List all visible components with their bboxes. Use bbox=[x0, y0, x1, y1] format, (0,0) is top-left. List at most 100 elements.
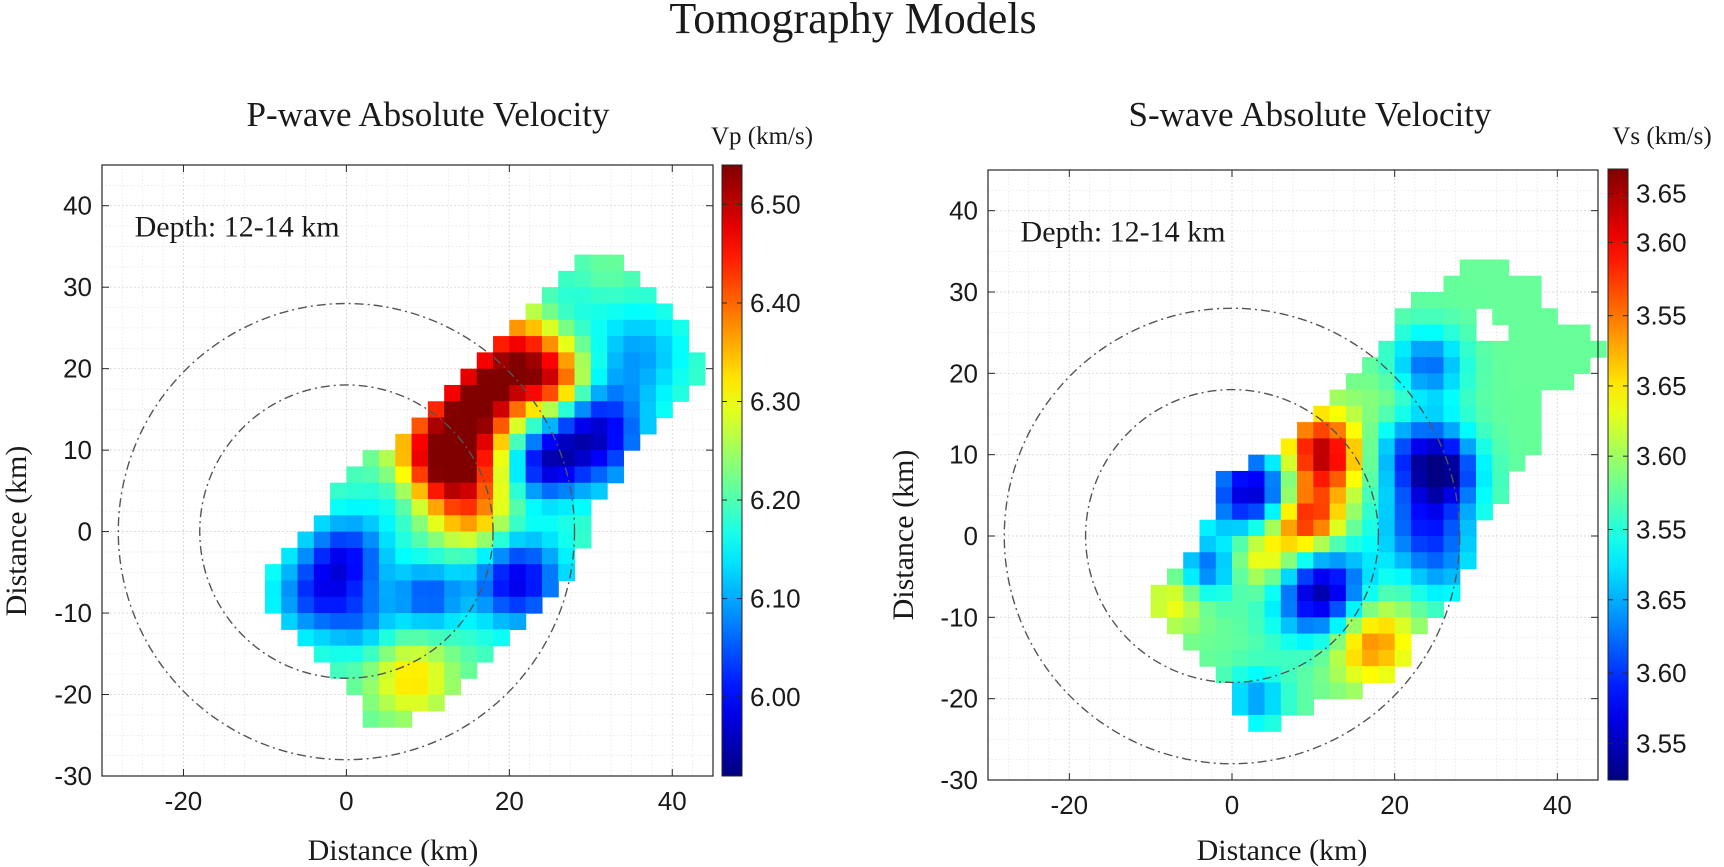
heatmap-cell bbox=[1410, 324, 1428, 342]
heatmap-cell bbox=[558, 319, 576, 337]
y-tick-label: 0 bbox=[964, 521, 978, 551]
heatmap-cell bbox=[1410, 487, 1428, 505]
heatmap-cell bbox=[297, 531, 315, 549]
heatmap-cell bbox=[1427, 470, 1445, 488]
heatmap-cell bbox=[639, 319, 657, 337]
heatmap-cell bbox=[1345, 601, 1363, 618]
heatmap-cell bbox=[623, 401, 641, 419]
heatmap-cell bbox=[427, 678, 445, 696]
heatmap-cell bbox=[623, 352, 641, 370]
heatmap-cell bbox=[411, 450, 429, 468]
heatmap-cell bbox=[1459, 438, 1477, 456]
colorbar-tick-label: 6.40 bbox=[750, 288, 801, 318]
y-tick-label: 30 bbox=[63, 272, 92, 302]
heatmap-cell bbox=[493, 515, 510, 533]
heatmap-cell bbox=[1443, 405, 1461, 423]
heatmap-cell bbox=[1362, 633, 1379, 651]
heatmap-cell bbox=[1557, 373, 1575, 391]
heatmap-cell bbox=[330, 564, 347, 582]
heatmap-cell bbox=[1329, 682, 1347, 700]
heatmap-cell bbox=[509, 531, 527, 549]
heatmap-cell bbox=[509, 319, 527, 337]
heatmap-cell bbox=[558, 384, 576, 402]
heatmap-cell bbox=[362, 678, 380, 696]
heatmap-cell bbox=[493, 466, 510, 484]
heatmap-cell bbox=[525, 433, 543, 451]
heatmap-cell bbox=[1427, 373, 1445, 391]
heatmap-cell bbox=[558, 499, 576, 516]
radius-circle bbox=[1084, 388, 1380, 684]
heatmap-cell bbox=[476, 515, 494, 533]
heatmap-cell bbox=[493, 580, 510, 598]
heatmap-cell bbox=[639, 303, 657, 321]
heatmap-cell bbox=[574, 287, 592, 305]
heatmap-cell bbox=[378, 499, 396, 516]
heatmap-cell bbox=[1476, 357, 1493, 374]
heatmap-cell bbox=[1280, 584, 1298, 602]
heatmap-cell bbox=[281, 613, 299, 630]
heatmap-cell bbox=[1443, 438, 1461, 456]
heatmap-cell bbox=[1199, 552, 1217, 570]
heatmap-cell bbox=[395, 596, 413, 614]
heatmap-cell bbox=[378, 482, 396, 500]
heatmap-cell bbox=[1394, 470, 1412, 488]
heatmap-cell bbox=[1345, 470, 1363, 488]
heatmap-cell bbox=[1524, 389, 1542, 407]
heatmap-cell bbox=[1280, 633, 1298, 651]
heatmap-cell bbox=[1508, 324, 1526, 342]
heatmap-cell bbox=[1427, 357, 1445, 374]
heatmap-cell bbox=[1183, 633, 1201, 651]
heatmap-cell bbox=[1345, 389, 1363, 407]
heatmap-cell bbox=[1313, 601, 1331, 618]
heatmap-cell bbox=[444, 417, 462, 435]
heatmap-cell bbox=[1508, 438, 1526, 456]
heatmap-cell bbox=[574, 352, 592, 370]
heatmap-cell bbox=[1427, 292, 1445, 309]
heatmap-cell bbox=[1232, 666, 1249, 683]
heatmap-cell bbox=[1459, 405, 1477, 423]
heatmap-cell bbox=[1264, 503, 1282, 521]
heatmap-cell bbox=[1557, 324, 1575, 342]
heatmap-cell bbox=[1492, 438, 1510, 456]
heatmap-cell bbox=[541, 564, 559, 582]
heatmap-cell bbox=[297, 580, 315, 598]
heatmap-cell bbox=[655, 368, 673, 386]
heatmap-cell bbox=[1508, 373, 1526, 391]
heatmap-cell bbox=[509, 336, 527, 353]
heatmap-cell bbox=[1362, 568, 1379, 586]
heatmap-cell bbox=[1297, 617, 1314, 635]
colorbar-tick-label: 3.65 bbox=[1636, 178, 1687, 208]
heatmap-cell bbox=[427, 547, 445, 565]
heatmap-cell bbox=[1280, 698, 1298, 716]
heatmap-cell bbox=[574, 319, 592, 337]
heatmap-cell bbox=[378, 629, 396, 647]
heatmap-cell bbox=[313, 645, 331, 663]
heatmap-cell bbox=[607, 450, 624, 468]
colorbar-tick-label: 6.00 bbox=[750, 682, 801, 712]
heatmap-cell bbox=[362, 499, 380, 516]
heatmap-cell bbox=[1443, 275, 1461, 293]
heatmap-cell bbox=[1378, 373, 1396, 391]
heatmap-cell bbox=[1215, 584, 1233, 602]
colorbar-tick-label: 3.55 bbox=[1636, 728, 1687, 758]
heatmap-cell bbox=[1378, 487, 1396, 505]
heatmap-cell bbox=[525, 482, 543, 500]
heatmap-cell bbox=[1459, 519, 1477, 537]
heatmap-cell bbox=[1459, 487, 1477, 505]
heatmap-cell bbox=[460, 547, 478, 565]
heatmap-cell bbox=[313, 564, 331, 582]
heatmap-cell bbox=[1459, 357, 1477, 374]
heatmap-cell bbox=[476, 613, 494, 630]
heatmap-cell bbox=[493, 417, 510, 435]
heatmap-cell bbox=[558, 368, 576, 386]
heatmap-cell bbox=[1345, 633, 1363, 651]
heatmap-cell bbox=[509, 613, 527, 630]
heatmap-cell bbox=[1394, 324, 1412, 342]
heatmap-cell bbox=[1492, 454, 1510, 472]
heatmap-cell bbox=[1280, 552, 1298, 570]
colorbar-tick-label: 3.60 bbox=[1636, 658, 1687, 688]
heatmap-cell bbox=[1280, 487, 1298, 505]
heatmap-cell bbox=[1199, 519, 1217, 537]
heatmap-cell bbox=[1524, 373, 1542, 391]
heatmap-cell bbox=[525, 547, 543, 565]
